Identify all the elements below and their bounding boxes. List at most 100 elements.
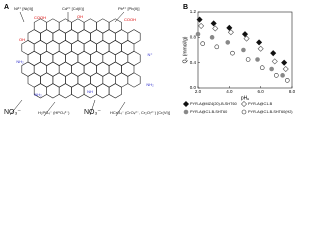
- point: [196, 16, 203, 23]
- ring: [33, 18, 48, 34]
- point: [281, 59, 288, 66]
- legend-label: PYR-A@C1-B-SHT60(H2): [248, 110, 293, 114]
- ring: [21, 61, 35, 77]
- figure: A B Ni²⁺ [Ni(II)] Cd²⁺ [Cd(II)] Pb²⁺ [Pb(I…: [4, 4, 296, 117]
- legend-label: PYR-A@C1-B: [248, 102, 273, 106]
- ring: [46, 18, 60, 34]
- ring: [71, 61, 85, 77]
- ring: [108, 61, 122, 77]
- ring: [127, 50, 141, 66]
- arrow: [9, 99, 23, 116]
- ring: [52, 50, 66, 66]
- point: [271, 58, 278, 65]
- point: [245, 57, 251, 62]
- arrow: [114, 11, 125, 23]
- ring: [96, 18, 110, 34]
- ring: [40, 72, 54, 88]
- ring: [96, 61, 110, 77]
- point: [227, 29, 234, 36]
- point: [210, 20, 217, 27]
- legend-marker: [240, 100, 248, 108]
- ring: [27, 50, 41, 66]
- ring: [65, 72, 79, 88]
- point: [256, 39, 263, 46]
- point: [257, 45, 264, 52]
- ring: [83, 61, 97, 77]
- ring: [102, 29, 116, 45]
- ring: [115, 50, 129, 66]
- y-tick-label: 0.4: [190, 60, 197, 65]
- legend-marker: [241, 109, 247, 115]
- arrow: [89, 99, 96, 116]
- ring: [52, 72, 66, 88]
- ring: [96, 40, 110, 56]
- point: [255, 57, 260, 62]
- point: [241, 31, 249, 38]
- ring: [52, 29, 66, 45]
- point: [195, 31, 201, 37]
- ion-label: Pb²⁺ [Pb(II)]: [118, 6, 139, 11]
- functional-group: OH: [19, 37, 25, 42]
- x-tick-label: 8.0: [289, 89, 296, 94]
- point: [214, 44, 220, 50]
- functional-group: NH₂: [34, 92, 42, 97]
- ring: [65, 50, 79, 66]
- ring: [83, 18, 97, 34]
- panel-label: A: [4, 4, 9, 11]
- functional-group: OH: [77, 14, 83, 19]
- x-axis-label: pHₑ: [241, 95, 249, 101]
- ring: [108, 83, 122, 99]
- legend-marker: [182, 100, 190, 108]
- ring: [90, 50, 104, 66]
- ring: [90, 29, 104, 45]
- molecule: [21, 18, 141, 99]
- ring: [71, 40, 85, 56]
- point: [243, 35, 250, 42]
- ion-label: H₂PO₄⁻ (HPO₄²⁻): [38, 110, 70, 115]
- point: [270, 50, 277, 57]
- ring: [96, 83, 110, 99]
- ring: [127, 72, 141, 88]
- ring: [33, 40, 48, 56]
- ring: [102, 50, 116, 66]
- x-tick-label: 6.0: [258, 89, 265, 94]
- ring: [21, 40, 35, 56]
- ring: [77, 50, 91, 66]
- ring: [121, 40, 135, 56]
- functional-group: COOH: [34, 15, 46, 20]
- ring: [77, 72, 91, 88]
- y-tick-label: 0.8: [190, 35, 197, 40]
- functional-group: NH₂: [146, 82, 154, 87]
- ring: [121, 61, 135, 77]
- ring: [27, 72, 41, 88]
- ring: [33, 61, 48, 77]
- arrow: [43, 101, 56, 117]
- point: [209, 35, 215, 40]
- ring: [83, 40, 97, 56]
- ring: [65, 29, 79, 45]
- legend-label: PYR-A@MZ4(20)-B-SHT60: [190, 102, 237, 106]
- ring: [115, 72, 129, 88]
- ring: [71, 18, 85, 34]
- point: [198, 22, 205, 29]
- point: [284, 78, 290, 83]
- functional-group: NH: [87, 89, 93, 94]
- ion-label: NO₃⁻: [4, 109, 21, 116]
- ion-label: Cd²⁺ [Cd(II)]: [62, 6, 84, 11]
- point: [200, 41, 205, 46]
- ring: [108, 40, 122, 56]
- functional-group: NH₂: [16, 59, 24, 64]
- ring: [77, 29, 91, 45]
- ring: [40, 29, 54, 45]
- point: [212, 25, 219, 32]
- point: [226, 24, 233, 31]
- ring: [90, 72, 104, 88]
- arrow: [115, 101, 126, 117]
- y-tick-label: 0.0: [190, 85, 197, 90]
- arrow: [19, 11, 25, 23]
- y-axis-label: Qₑ (mmol/g): [182, 36, 188, 63]
- x-tick-label: 4.0: [226, 89, 233, 94]
- functional-group: N⁺: [148, 52, 153, 57]
- ion-label: HCrO₄⁻ (CrO₄²⁻, Cr₂O₇²⁻) [Cr(VI)]: [110, 110, 170, 115]
- ring: [46, 83, 60, 99]
